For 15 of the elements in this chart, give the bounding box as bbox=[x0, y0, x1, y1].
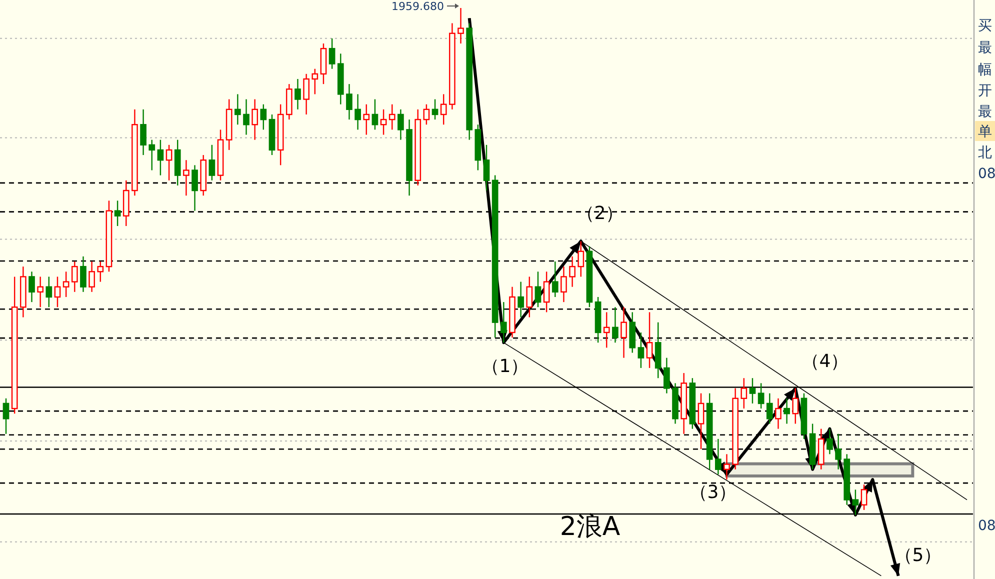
text: 最 bbox=[978, 104, 992, 120]
annotation: （3） bbox=[689, 482, 737, 503]
annotation: 2浪A bbox=[560, 512, 620, 542]
text: 最 bbox=[978, 40, 992, 56]
text: 北 bbox=[978, 144, 992, 161]
text: 08 bbox=[978, 518, 995, 534]
text: 开 bbox=[978, 82, 992, 99]
text: 08 bbox=[978, 166, 995, 182]
text: 单 bbox=[978, 124, 992, 140]
text: 幅 bbox=[978, 62, 992, 78]
annotation: （1） bbox=[481, 356, 529, 377]
annotation: （4） bbox=[801, 350, 849, 372]
annotation: 1959.680 bbox=[392, 0, 444, 13]
text: （5） bbox=[894, 544, 942, 566]
text: 买 bbox=[978, 18, 992, 34]
